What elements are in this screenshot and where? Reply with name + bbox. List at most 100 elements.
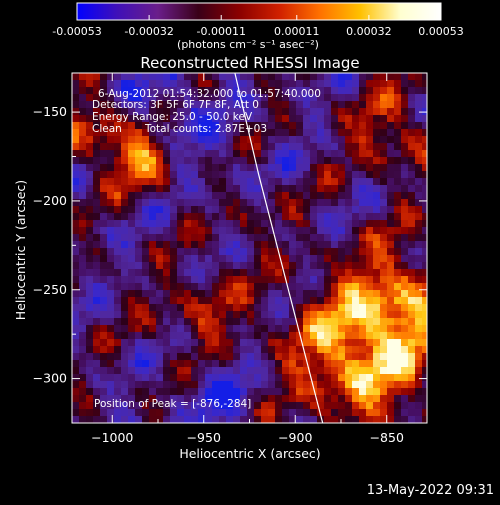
heatmap-cell (394, 346, 402, 354)
heatmap-cell (212, 73, 220, 81)
heatmap-cell (72, 73, 80, 81)
heatmap-cell (100, 290, 108, 298)
heatmap-cell (226, 318, 234, 326)
heatmap-cell (275, 108, 283, 116)
heatmap-cell (310, 409, 318, 417)
heatmap-cell (282, 178, 290, 186)
heatmap-cell (331, 402, 339, 410)
heatmap-cell (135, 374, 143, 382)
heatmap-cell (317, 241, 325, 249)
heatmap-cell (135, 73, 143, 81)
heatmap-cell (128, 297, 136, 305)
heatmap-cell (128, 241, 136, 249)
heatmap-cell (268, 304, 276, 312)
heatmap-cell (163, 283, 171, 291)
heatmap-cell (352, 108, 360, 116)
heatmap-cell (72, 360, 80, 368)
heatmap-cell (79, 185, 87, 193)
heatmap-cell (163, 234, 171, 242)
heatmap-cell (72, 416, 80, 423)
heatmap-cell (289, 402, 297, 410)
heatmap-cell (219, 360, 227, 368)
heatmap-cell (184, 374, 192, 382)
heatmap-cell (205, 206, 213, 214)
heatmap-cell (415, 213, 423, 221)
heatmap-cell (254, 129, 262, 137)
heatmap-cell (107, 346, 115, 354)
heatmap-cell (408, 108, 416, 116)
heatmap-cell (289, 129, 297, 137)
heatmap-cell (93, 325, 101, 333)
heatmap-cell (184, 353, 192, 361)
heatmap-cell (156, 374, 164, 382)
heatmap-cell (408, 241, 416, 249)
colorbar-units: (photons cm⁻² s⁻¹ asec⁻²) (177, 38, 319, 51)
heatmap-cell (324, 360, 332, 368)
heatmap-cell (373, 381, 381, 389)
heatmap-cell (226, 360, 234, 368)
heatmap-cell (268, 87, 276, 95)
heatmap-cell (135, 262, 143, 270)
heatmap-cell (338, 367, 346, 375)
heatmap-cell (107, 122, 115, 130)
heatmap-cell (177, 220, 185, 228)
heatmap-cell (359, 276, 367, 284)
heatmap-cell (345, 360, 353, 368)
heatmap-cell (331, 227, 339, 235)
heatmap-cell (198, 318, 206, 326)
heatmap-cell (345, 269, 353, 277)
heatmap-cell (310, 178, 318, 186)
heatmap-cell (254, 332, 262, 340)
heatmap-cell (282, 220, 290, 228)
heatmap-cell (373, 255, 381, 263)
heatmap-cell (114, 367, 122, 375)
heatmap-cell (233, 234, 241, 242)
heatmap-cell (79, 283, 87, 291)
heatmap-cell (107, 290, 115, 298)
heatmap-cell (184, 108, 192, 116)
heatmap-cell (352, 388, 360, 396)
heatmap-cell (107, 206, 115, 214)
heatmap-cell (177, 269, 185, 277)
heatmap-cell (184, 94, 192, 102)
heatmap-cell (191, 402, 199, 410)
heatmap-cell (93, 353, 101, 361)
heatmap-cell (72, 101, 80, 109)
heatmap-cell (345, 346, 353, 354)
heatmap-cell (296, 318, 304, 326)
heatmap-cell (114, 346, 122, 354)
heatmap-cell (422, 332, 427, 340)
heatmap-cell (261, 87, 269, 95)
heatmap-cell (233, 346, 241, 354)
heatmap-cell (401, 157, 409, 165)
heatmap-cell (296, 122, 304, 130)
heatmap-cell (401, 241, 409, 249)
heatmap-cell (282, 80, 290, 88)
heatmap-cell (149, 206, 157, 214)
heatmap-cell (226, 276, 234, 284)
heatmap-cell (86, 171, 94, 179)
heatmap-cell (72, 241, 80, 249)
heatmap-cell (394, 416, 402, 423)
heatmap-cell (408, 402, 416, 410)
heatmap-cell (366, 143, 374, 151)
heatmap-cell (310, 157, 318, 165)
heatmap-cell (247, 388, 255, 396)
heatmap-cell (177, 213, 185, 221)
heatmap-cell (205, 185, 213, 193)
heatmap-cell (408, 115, 416, 123)
heatmap-cell (401, 381, 409, 389)
heatmap-cell (226, 325, 234, 333)
heatmap-cell (198, 87, 206, 95)
heatmap-cell (394, 129, 402, 137)
heatmap-cell (289, 199, 297, 207)
heatmap-cell (359, 87, 367, 95)
heatmap-cell (387, 129, 395, 137)
heatmap-cell (72, 129, 80, 137)
heatmap-cell (198, 269, 206, 277)
footer-timestamp: 13-May-2022 09:31 (367, 483, 494, 498)
heatmap-cell (107, 353, 115, 361)
heatmap-cell (121, 234, 129, 242)
heatmap-cell (352, 122, 360, 130)
heatmap-cell (268, 129, 276, 137)
